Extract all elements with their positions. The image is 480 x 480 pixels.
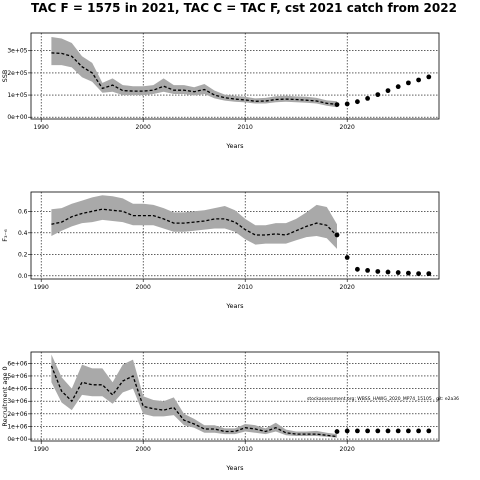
y-tick-label: 6e+06 bbox=[7, 360, 27, 367]
chart-panel-1: 1990 2000 2010 2020 0e+00 1e+05 2e+05 3e+05 Year… bbox=[1, 32, 440, 150]
y-tick-label: 1e+05 bbox=[7, 92, 27, 99]
projection-point bbox=[355, 99, 360, 105]
y-tick-label: 0.6 bbox=[18, 208, 28, 215]
projection-point bbox=[385, 88, 391, 94]
x-tick-label: 2010 bbox=[238, 124, 253, 131]
projection-point bbox=[334, 232, 340, 238]
projection-point bbox=[395, 84, 401, 90]
chart-panel-3: 1990 2000 2010 2020 0e+00 1e+06 2e+06 3e+06 4e+0… bbox=[1, 351, 459, 472]
x-tick-label: 1990 bbox=[34, 284, 49, 291]
y-axis-label: F₃₋₆ bbox=[1, 229, 9, 242]
y-tick-label: 4e+06 bbox=[7, 386, 27, 393]
estimate-line bbox=[51, 208, 338, 237]
x-axis-label: Years bbox=[225, 464, 244, 472]
plot-frame bbox=[30, 32, 440, 120]
projection-point bbox=[406, 80, 411, 86]
y-tick-label: 0.2 bbox=[18, 251, 28, 258]
x-axis-label: Years bbox=[225, 302, 244, 310]
x-axis-label: Years bbox=[225, 142, 244, 150]
x-tick-label: 2010 bbox=[238, 284, 253, 291]
x-tick-label: 2010 bbox=[238, 446, 253, 453]
projection-point bbox=[426, 74, 432, 80]
y-tick-label: 0.4 bbox=[18, 230, 28, 237]
projection-point bbox=[416, 77, 421, 83]
projection-point bbox=[365, 428, 370, 434]
projection-point bbox=[344, 101, 350, 107]
chart-panel-2: 1990 2000 2010 2020 0.0 0.2 0.4 0.6 Years F₃₋₆ bbox=[1, 191, 440, 310]
projection-point bbox=[375, 269, 381, 274]
y-axis-label: Recruitment age 0 bbox=[1, 366, 9, 426]
projection-point bbox=[375, 428, 381, 434]
projection-point bbox=[385, 269, 391, 275]
y-tick-label: 1e+06 bbox=[7, 423, 27, 430]
x-tick-label: 2000 bbox=[136, 124, 151, 131]
stockassessment-annotation: stockassessment.org: WBSS_HAWG_2020_MP74… bbox=[307, 396, 459, 402]
x-tick-label: 2020 bbox=[340, 284, 355, 291]
projection-point bbox=[344, 428, 350, 434]
y-tick-label: 0.0 bbox=[18, 273, 28, 280]
y-axis-label: SSB bbox=[1, 70, 9, 83]
projection-point bbox=[355, 266, 360, 272]
projection-point bbox=[426, 428, 432, 434]
projection-point bbox=[365, 268, 370, 273]
projection-point bbox=[406, 270, 411, 276]
projection-point bbox=[385, 428, 391, 434]
confidence-band bbox=[51, 37, 338, 108]
plot-frame bbox=[30, 191, 440, 280]
projection-point bbox=[395, 270, 401, 275]
projection-point bbox=[334, 102, 340, 107]
projection-point bbox=[334, 429, 340, 434]
y-tick-label: 2e+06 bbox=[7, 411, 27, 418]
projection-point bbox=[416, 271, 421, 277]
x-tick-label: 2000 bbox=[136, 446, 151, 453]
y-tick-label: 0e+00 bbox=[7, 114, 27, 121]
y-tick-label: 5e+06 bbox=[7, 373, 27, 380]
plot-frame bbox=[30, 351, 440, 442]
y-tick-label: 3e+06 bbox=[7, 398, 27, 405]
projection-point bbox=[375, 92, 381, 98]
projection-point bbox=[344, 255, 350, 260]
estimate-line bbox=[50, 365, 338, 438]
projection-point bbox=[406, 428, 411, 434]
projection-point bbox=[355, 428, 360, 434]
projection-point bbox=[426, 271, 432, 277]
x-tick-label: 1990 bbox=[34, 124, 49, 131]
x-tick-label: 1990 bbox=[34, 446, 49, 453]
projection-point bbox=[365, 95, 370, 101]
y-tick-label: 0e+00 bbox=[7, 436, 27, 443]
x-tick-label: 2020 bbox=[340, 446, 355, 453]
y-tick-label: 2e+05 bbox=[7, 70, 27, 77]
y-tick-label: 3e+05 bbox=[7, 48, 27, 55]
page-title: TAC F = 1575 in 2021, TAC C = TAC F, cst… bbox=[31, 1, 457, 15]
x-tick-label: 2000 bbox=[136, 284, 151, 291]
projection-point bbox=[395, 428, 401, 434]
estimate-line bbox=[51, 52, 338, 106]
projection-point bbox=[416, 428, 421, 434]
x-tick-label: 2020 bbox=[340, 124, 355, 131]
confidence-band bbox=[51, 354, 338, 438]
